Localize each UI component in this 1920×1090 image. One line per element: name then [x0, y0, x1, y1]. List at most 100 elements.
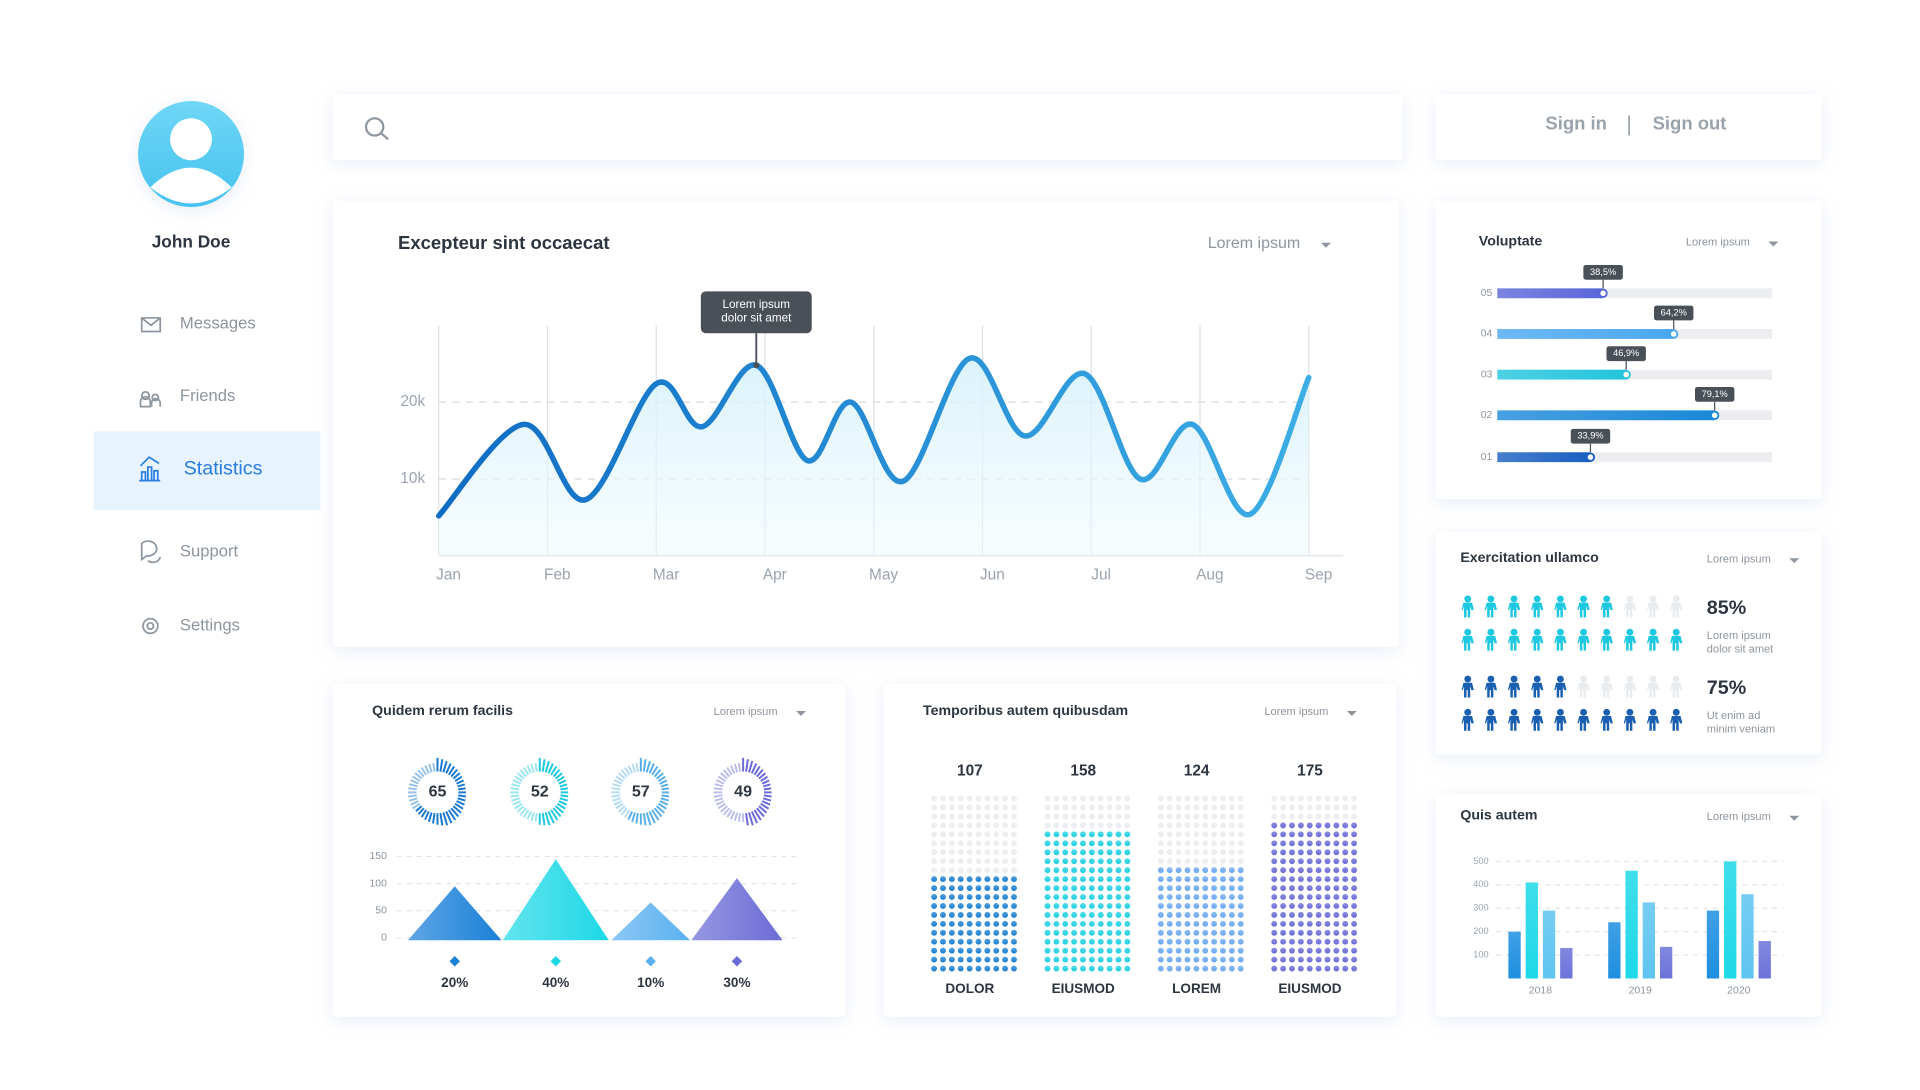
dot: [1228, 947, 1235, 954]
dot: [1324, 840, 1331, 847]
bar-end: [1585, 452, 1596, 462]
gauge-tick: [651, 765, 659, 776]
person-head: [1649, 628, 1657, 636]
dropdown[interactable]: Lorem ipsum: [1264, 706, 1328, 718]
dot: [1053, 813, 1060, 820]
dot: [1157, 956, 1164, 963]
gauge: [407, 757, 467, 826]
dot: [984, 858, 991, 865]
dot: [1351, 867, 1358, 874]
dot: [1211, 938, 1218, 945]
dot: [1271, 849, 1278, 856]
nav-item[interactable]: Statistics: [184, 458, 263, 480]
dot: [1211, 849, 1218, 856]
dropdown[interactable]: Lorem ipsum: [1208, 234, 1301, 252]
dot: [993, 894, 1000, 900]
dot: [1211, 813, 1218, 820]
dot: [1184, 947, 1191, 954]
dot: [1237, 965, 1244, 972]
dot: [1175, 867, 1182, 874]
dot: [1342, 876, 1349, 883]
dot: [1080, 822, 1086, 829]
sign-out[interactable]: Sign out: [1653, 112, 1727, 133]
dot: [1044, 795, 1051, 802]
dot: [1044, 911, 1051, 918]
dot: [975, 902, 982, 909]
gauge-tick: [613, 800, 623, 806]
dot: [1315, 965, 1322, 972]
gauge: [510, 757, 569, 826]
dot: [940, 876, 946, 883]
dot: [931, 831, 938, 838]
dot: [1157, 867, 1164, 874]
person-body: [1577, 635, 1590, 651]
dot: [1175, 938, 1182, 945]
nav-item[interactable]: Support: [180, 541, 239, 560]
person-head: [1464, 595, 1472, 603]
dot: [1315, 849, 1322, 856]
dot: [1080, 947, 1086, 954]
dot: [1053, 947, 1060, 954]
dot: [1324, 902, 1331, 909]
dot: [984, 929, 991, 936]
dot: [1157, 840, 1164, 847]
gauge-tick: [544, 760, 550, 773]
gauge-tick: [522, 809, 530, 818]
dot: [1157, 813, 1164, 820]
person-body: [1646, 682, 1660, 698]
dropdown[interactable]: Lorem ipsum: [714, 706, 778, 718]
dot: [1228, 813, 1235, 820]
dot: [1342, 929, 1349, 936]
nav-item[interactable]: Messages: [180, 313, 256, 332]
dot: [1115, 822, 1122, 829]
person-head: [1487, 595, 1495, 603]
gauge-tick: [510, 794, 520, 798]
bar-end: [1710, 410, 1720, 420]
gauge-tick: [642, 812, 647, 826]
dot: [1297, 911, 1304, 918]
person-body: [1461, 635, 1474, 651]
nav-item[interactable]: Settings: [180, 615, 240, 634]
dot: [1211, 804, 1218, 811]
dot: [1351, 849, 1358, 856]
dot: [1175, 795, 1182, 802]
search-bar[interactable]: [332, 94, 1403, 161]
dot: [1157, 885, 1164, 891]
dropdown[interactable]: Lorem ipsum: [1707, 553, 1771, 565]
gauge-tick: [620, 769, 628, 778]
gauge-tick: [659, 779, 668, 785]
dot: [1202, 929, 1209, 936]
y-tick-label: 50: [375, 905, 387, 916]
person-body: [1577, 715, 1590, 731]
dropdown[interactable]: Lorem ipsum: [1707, 811, 1771, 823]
dot: [1297, 885, 1304, 891]
dot: [1184, 849, 1191, 856]
dot: [1011, 840, 1017, 847]
gauge-tick: [452, 805, 462, 814]
dot: [1044, 840, 1051, 847]
chart-title: Excepteur sint occaecat: [398, 232, 609, 253]
nav-item[interactable]: Friends: [180, 386, 235, 405]
dot: [993, 929, 1000, 936]
track: [1497, 369, 1773, 380]
dot: [1237, 920, 1244, 927]
dot: [1306, 822, 1313, 829]
dot: [1053, 911, 1060, 918]
dot: [1062, 822, 1069, 829]
dot: [966, 813, 973, 820]
person-body: [1577, 682, 1590, 698]
gauge-tick: [410, 800, 419, 806]
dot: [993, 849, 1000, 856]
dot: [1071, 831, 1078, 838]
dot: [1315, 858, 1322, 865]
dot: [1342, 840, 1349, 847]
dot: [1289, 849, 1295, 856]
dot: [1157, 804, 1164, 811]
sign-in[interactable]: Sign in: [1545, 112, 1607, 133]
dot: [984, 885, 991, 891]
dot: [948, 938, 955, 945]
gauge-tick: [552, 807, 562, 818]
dropdown[interactable]: Lorem ipsum: [1686, 237, 1750, 249]
share-marker: [550, 955, 562, 967]
dot: [1324, 849, 1331, 856]
